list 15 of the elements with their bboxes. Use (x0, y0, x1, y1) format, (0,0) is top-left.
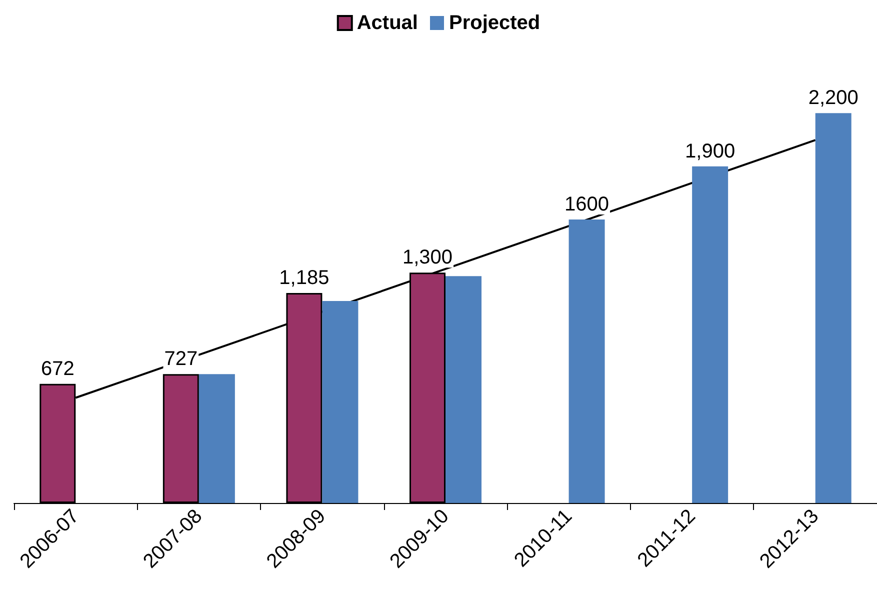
bar (815, 113, 852, 503)
bar (568, 219, 605, 503)
data-label: 1,185 (279, 267, 330, 290)
bar (198, 374, 235, 503)
bar (692, 166, 728, 503)
data-label: 1600 (564, 193, 610, 216)
bar (446, 276, 482, 503)
data-label: 2,200 (808, 87, 858, 110)
data-label: 1,900 (685, 140, 736, 162)
data-label: 1,300 (402, 246, 453, 269)
legend-label: Actual (356, 12, 418, 34)
bar (322, 300, 358, 503)
data-label: 727 (164, 348, 198, 370)
data-label: 672 (40, 358, 74, 380)
legend-label: Projected (448, 12, 540, 34)
